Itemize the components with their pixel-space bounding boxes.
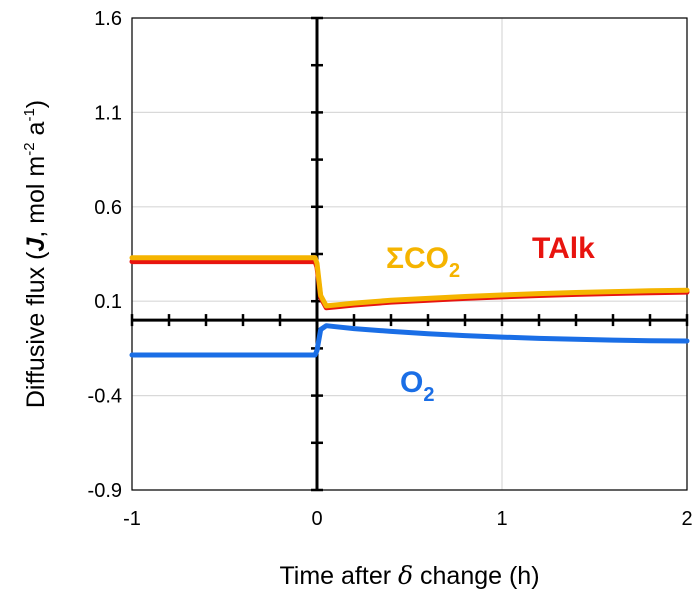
y-tick-label: 0.1 (94, 291, 122, 313)
x-axis-title: Time after δ change (h) (279, 561, 539, 590)
x-tick-label: -1 (123, 508, 141, 530)
y-tick-label: -0.4 (88, 386, 122, 408)
y-tick-label: -0.9 (88, 480, 122, 502)
plot-area-border (131, 17, 688, 491)
series-line-O2 (129, 323, 690, 358)
x-tick-label: 0 (311, 508, 322, 530)
series-labels: TAlk ΣCO2 O2 (386, 232, 595, 406)
series-lines (129, 255, 690, 358)
series-label-O2: O2 (400, 366, 434, 406)
x-tick-label: 1 (496, 508, 507, 530)
series-label-TAlk: TAlk (532, 232, 595, 265)
tick-labels: -1 0 1 2 1.6 1.1 0.6 0.1 -0.4 -0.9 (88, 8, 693, 530)
y-tick-label: 1.1 (94, 102, 122, 124)
y-axis-title: Diffusive flux (J, mol m-2 a-1) (21, 100, 50, 408)
series-line-CO2 (129, 255, 690, 309)
x-tick-label: 2 (681, 508, 692, 530)
y-tick-label: 0.6 (94, 197, 122, 219)
y-tick-label: 1.6 (94, 8, 122, 30)
axes (130, 16, 689, 492)
series-label-CO2: ΣCO2 (386, 242, 460, 282)
